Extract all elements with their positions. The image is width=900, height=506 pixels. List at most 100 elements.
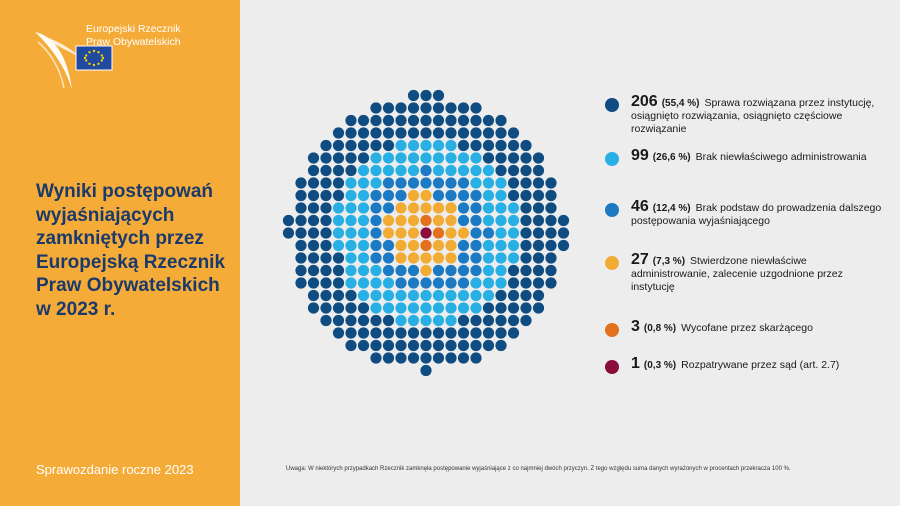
chart-dot [507,127,520,139]
chart-dot [345,314,357,327]
chart-dot [457,139,470,152]
chart-dot [345,189,357,202]
chart-dot [420,127,432,139]
chart-dot [295,252,307,264]
chart-dot [320,302,332,314]
chart-dot [282,214,295,227]
chart-dot [420,164,432,177]
chart-dot [482,127,495,139]
chart-dot [420,102,432,114]
logo-line-1: Europejski Rzecznik [86,23,181,35]
chart-dot [395,327,407,339]
chart-dot [320,227,332,239]
chart-dot [532,302,545,314]
chart-dot [345,114,357,127]
chart-dot [457,289,470,302]
chart-dot [395,302,407,314]
chart-dot [470,339,482,352]
chart-dot [507,139,520,152]
chart-dot [432,164,445,177]
chart-dot [545,239,557,252]
chart-dot [432,239,445,252]
chart-dot [307,252,320,264]
chart-dot [420,252,432,264]
chart-dot [457,339,470,352]
chart-dot [457,177,470,189]
chart-dot [407,352,420,364]
chart-dot [482,114,495,127]
chart-dot [320,164,332,177]
chart-dot [407,239,420,252]
chart-dot [357,202,370,214]
chart-dot [295,264,307,277]
chart-dot [457,102,470,114]
chart-dot [382,102,395,114]
chart-dot [370,202,382,214]
chart-dot [470,327,482,339]
chart-dot [320,314,332,327]
chart-dot [532,164,545,177]
chart-dot [295,177,307,189]
chart-dot [332,302,345,314]
chart-dot [507,214,520,227]
chart-dot [470,252,482,264]
chart-dot [470,214,482,227]
chart-dot [345,239,357,252]
chart-dot [482,177,495,189]
chart-dot [357,252,370,264]
chart-dot [432,302,445,314]
chart-dot [532,264,545,277]
chart-dot [357,152,370,164]
chart-dot [420,339,432,352]
chart-dot [420,302,432,314]
chart-dot [470,177,482,189]
chart-dot [470,202,482,214]
legend-value: 206 [631,93,658,110]
chart-dot [432,314,445,327]
chart-dot [470,314,482,327]
chart-dot [357,127,370,139]
chart-dot [420,277,432,289]
page-title: Wyniki postępowań wyjaśniających zamknię… [36,181,226,320]
chart-dot [532,277,545,289]
chart-dot [507,264,520,277]
chart-dot [395,239,407,252]
chart-dot [420,139,432,152]
chart-dot [332,252,345,264]
chart-dot [445,264,457,277]
chart-dot [345,339,357,352]
chart-dot [420,152,432,164]
chart-dot [307,202,320,214]
chart-dot [295,277,307,289]
chart-dot [432,89,445,102]
chart-dot [382,289,395,302]
legend-percent: (26,6 %) [652,152,691,163]
chart-dot [370,252,382,264]
legend-percent: (0,8 %) [643,323,677,334]
chart-dot [407,89,420,102]
chart-dot [495,252,507,264]
chart-dot [420,264,432,277]
chart-dot [320,252,332,264]
chart-dot [420,227,432,239]
chart-dot [382,127,395,139]
chart-dot [357,302,370,314]
logo-text: Europejski Rzecznik Praw Obywatelskich [86,23,206,49]
chart-dot [407,102,420,114]
chart-dot [420,314,432,327]
chart-dot [457,227,470,239]
chart-dot [320,139,332,152]
chart-dot [382,114,395,127]
legend-dot-no-grounds [605,203,619,217]
chart-dot [370,139,382,152]
chart-dot [320,277,332,289]
chart-dot [445,277,457,289]
chart-dot [307,189,320,202]
chart-dot [307,214,320,227]
chart-dot [395,252,407,264]
chart-dot [307,264,320,277]
chart-dot [520,314,532,327]
chart-dot [457,114,470,127]
chart-dot [357,177,370,189]
chart-dot [320,177,332,189]
